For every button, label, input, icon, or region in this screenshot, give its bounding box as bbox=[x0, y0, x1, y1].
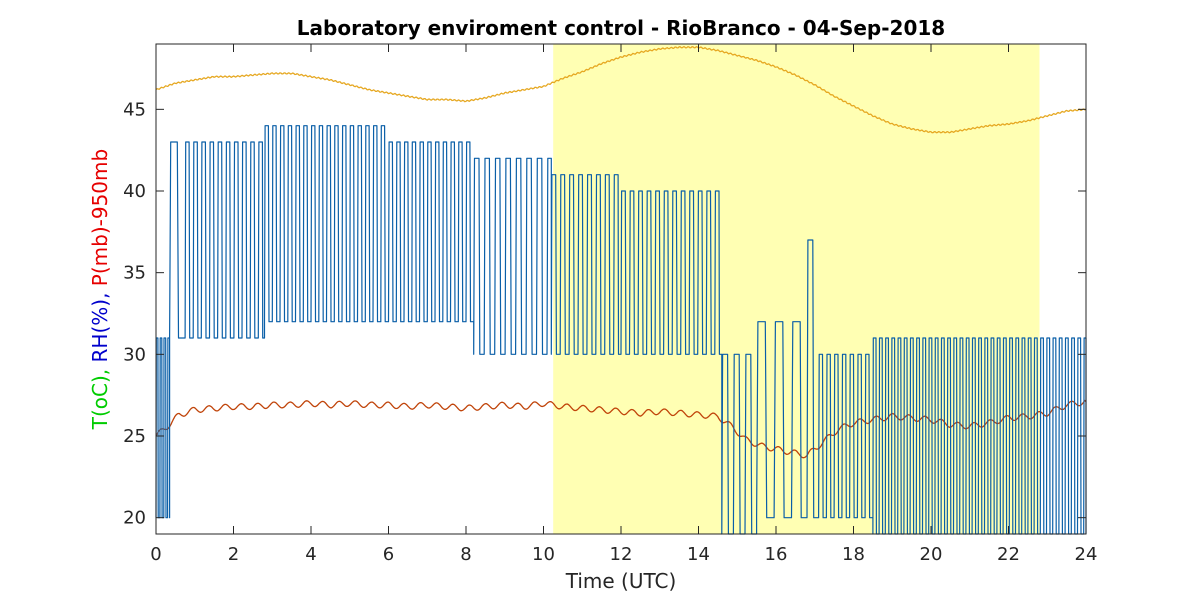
x-tick-label: 18 bbox=[842, 544, 865, 565]
y-tick-label: 25 bbox=[123, 426, 146, 447]
x-tick-label: 14 bbox=[687, 544, 710, 565]
series-line-pressure bbox=[155, 46, 1087, 134]
x-tick-label: 16 bbox=[765, 544, 788, 565]
y-tick-label: 35 bbox=[123, 263, 146, 284]
x-tick-label: 10 bbox=[532, 544, 555, 565]
x-tick-label: 20 bbox=[920, 544, 943, 565]
x-tick-label: 24 bbox=[1075, 544, 1098, 565]
x-tick-label: 0 bbox=[150, 544, 161, 565]
y-axis-label-pressure: P(mb)-950mb bbox=[88, 149, 112, 286]
x-tick-label: 6 bbox=[383, 544, 394, 565]
y-tick-label: 45 bbox=[123, 99, 146, 120]
y-tick-label: 40 bbox=[123, 181, 146, 202]
chart-title: Laboratory enviroment control - RioBranc… bbox=[297, 16, 945, 40]
y-axis-label: T(oC), RH(%), P(mb)-950mb bbox=[88, 149, 112, 430]
x-tick-label: 12 bbox=[610, 544, 633, 565]
y-tick-label: 20 bbox=[123, 508, 146, 529]
series-line-temperature bbox=[155, 399, 1087, 459]
y-axis-label-humidity: RH(%), bbox=[88, 286, 112, 362]
x-tick-label: 8 bbox=[460, 544, 471, 565]
x-tick-label: 4 bbox=[305, 544, 316, 565]
y-tick-label: 30 bbox=[123, 344, 146, 365]
x-axis-label: Time (UTC) bbox=[565, 569, 677, 593]
x-tick-label: 22 bbox=[997, 544, 1020, 565]
y-axis-label-temperature: T(oC), bbox=[88, 362, 112, 430]
x-tick-label: 2 bbox=[228, 544, 239, 565]
